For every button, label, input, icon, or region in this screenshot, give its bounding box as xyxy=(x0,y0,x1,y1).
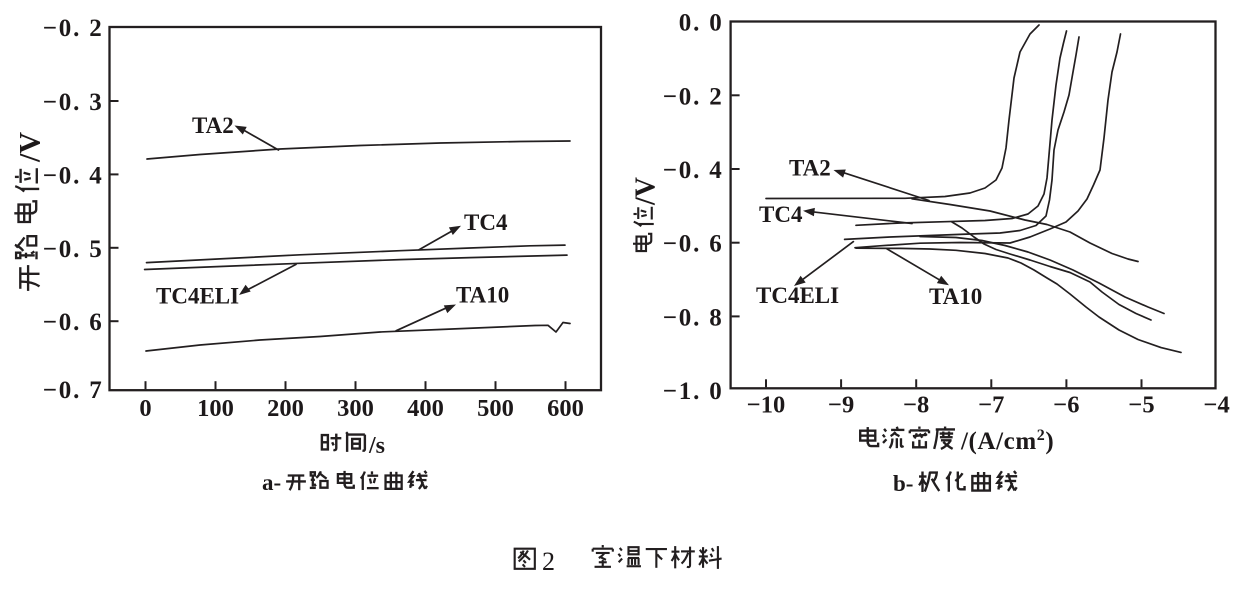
svg-text:500: 500 xyxy=(477,395,514,422)
svg-text:/V: /V xyxy=(631,177,662,206)
svg-text:−0. 6: −0. 6 xyxy=(43,309,104,336)
svg-text:−8: −8 xyxy=(903,392,929,419)
svg-text:TA10: TA10 xyxy=(929,284,982,309)
svg-text:−7: −7 xyxy=(978,392,1004,419)
svg-text:−0. 2: −0. 2 xyxy=(663,83,724,110)
svg-text:−0. 7: −0. 7 xyxy=(43,377,104,404)
svg-text:−0. 5: −0. 5 xyxy=(43,236,104,263)
svg-text:100: 100 xyxy=(197,395,234,422)
svg-text:−0. 3: −0. 3 xyxy=(43,89,104,116)
svg-text:2: 2 xyxy=(542,547,555,576)
svg-text:0: 0 xyxy=(139,395,151,422)
svg-text:−9: −9 xyxy=(828,392,854,419)
svg-text:−0. 6: −0. 6 xyxy=(663,231,724,258)
svg-text:TC4ELI: TC4ELI xyxy=(156,284,239,309)
svg-text:−0. 4: −0. 4 xyxy=(43,162,104,189)
svg-text:TA2: TA2 xyxy=(789,156,831,181)
svg-text:/s: /s xyxy=(368,433,385,459)
svg-text:−0. 4: −0. 4 xyxy=(663,157,724,184)
svg-text:−6: −6 xyxy=(1053,392,1079,419)
svg-text:TC4ELI: TC4ELI xyxy=(756,283,839,308)
svg-text:TA2: TA2 xyxy=(192,113,234,138)
svg-text:a-: a- xyxy=(262,470,281,495)
svg-text:/V: /V xyxy=(14,132,47,163)
svg-text:600: 600 xyxy=(547,395,584,422)
svg-text:−10: −10 xyxy=(747,392,785,419)
svg-text:−0. 2: −0. 2 xyxy=(43,15,104,42)
svg-text:b-: b- xyxy=(893,471,913,496)
svg-text:TC4: TC4 xyxy=(759,202,803,227)
svg-text:−5: −5 xyxy=(1128,392,1154,419)
svg-text:TA10: TA10 xyxy=(456,283,509,308)
svg-text:0. 0: 0. 0 xyxy=(679,10,724,37)
svg-text:−1. 0: −1. 0 xyxy=(663,378,724,405)
svg-text:200: 200 xyxy=(267,395,304,422)
svg-text:−4: −4 xyxy=(1203,392,1229,419)
svg-text:/(A/cm2): /(A/cm2) xyxy=(960,427,1054,455)
svg-text:400: 400 xyxy=(407,395,444,422)
svg-text:300: 300 xyxy=(337,395,374,422)
svg-text:TC4: TC4 xyxy=(464,210,508,235)
svg-text:−0. 8: −0. 8 xyxy=(663,304,724,331)
